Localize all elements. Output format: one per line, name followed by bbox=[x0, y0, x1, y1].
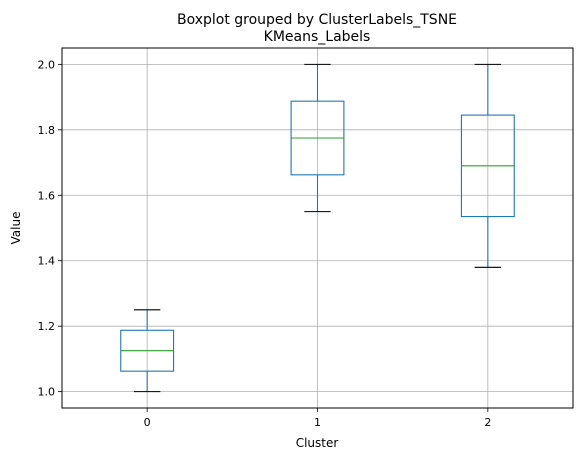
y-tick-label: 1.2 bbox=[38, 320, 56, 333]
x-tick-label: 0 bbox=[144, 416, 151, 429]
x-tick-label: 2 bbox=[484, 416, 491, 429]
grid-layer bbox=[62, 48, 573, 408]
box-layer bbox=[120, 63, 515, 393]
tick-layer: 1.0 1.2 1.4 1.6 1.8 2.0 0 1 2 bbox=[38, 58, 492, 429]
x-axis-label: Cluster bbox=[296, 436, 339, 450]
y-tick-label: 2.0 bbox=[38, 58, 56, 71]
chart-suptitle: Boxplot grouped by ClusterLabels_TSNE bbox=[177, 12, 457, 28]
y-axis-label: Value bbox=[9, 212, 23, 245]
y-tick-label: 1.4 bbox=[38, 255, 56, 268]
y-tick-label: 1.6 bbox=[38, 189, 56, 202]
x-tick-label: 1 bbox=[314, 416, 321, 429]
chart-title: KMeans_Labels bbox=[264, 29, 371, 45]
y-tick-label: 1.0 bbox=[38, 386, 56, 399]
y-tick-label: 1.8 bbox=[38, 124, 56, 137]
